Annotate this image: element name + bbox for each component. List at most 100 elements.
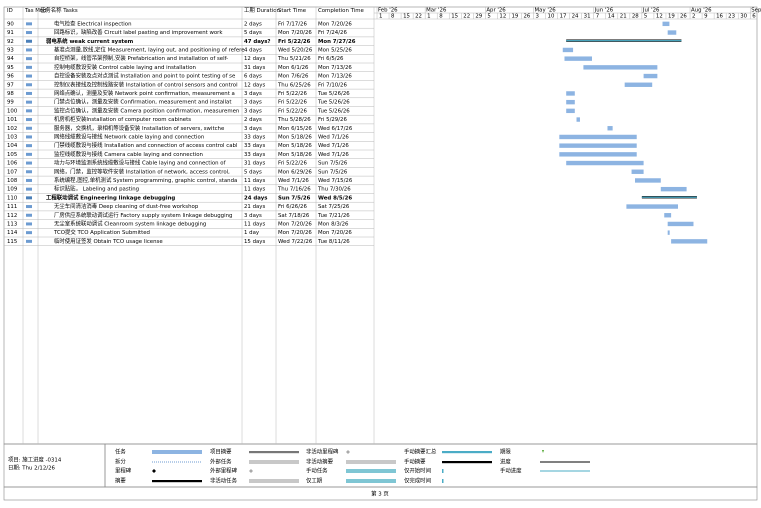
legend-sample (542, 450, 544, 453)
task-name: 厂房供应系统联动调试运行 Factory supply system linka… (54, 211, 232, 219)
mode-icon (26, 22, 32, 26)
task-duration: 3 days (244, 108, 262, 114)
task-name: 基准点测量,放线,定位 Measurement, laying out, and… (54, 45, 245, 53)
task-start: Mon 6/29/26 (278, 169, 312, 175)
task-finish: Fri 7/24/26 (318, 30, 347, 36)
row-id: 109 (7, 187, 18, 193)
task-finish: Sun 7/5/26 (318, 161, 348, 167)
task-start: Wed 5/20/26 (278, 47, 313, 53)
summary-bar-inner (641, 196, 697, 198)
task-duration: 5 days (244, 169, 262, 175)
row-id: 104 (7, 143, 18, 149)
mode-icon (26, 135, 32, 139)
week-label: 28 (632, 14, 639, 20)
legend-sample (442, 451, 492, 454)
legend-label: 非活动摘要 (306, 458, 334, 466)
task-finish: Sat 7/25/26 (318, 204, 350, 210)
week-label: 16 (716, 14, 723, 20)
col-mode: Tas Mod (24, 8, 47, 14)
task-finish: Mon 7/20/26 (318, 21, 352, 27)
task-bar (566, 91, 575, 96)
month-label: Sep '26 (751, 8, 761, 14)
task-duration: 3 days (244, 91, 262, 97)
task-duration: 33 days (244, 134, 265, 140)
task-name: 弱电系统 weak current system (46, 37, 134, 45)
week-label: 19 (511, 14, 518, 20)
task-start: Thu 6/25/26 (277, 82, 311, 88)
mode-icon (26, 231, 32, 235)
week-label: 1 (379, 14, 382, 20)
week-label: 31 (584, 14, 591, 20)
task-finish: Sun 7/5/26 (318, 169, 348, 175)
legend-sample (249, 460, 299, 464)
task-name: 网络线缆敷设与接线 Network cable laying and conne… (54, 132, 204, 140)
task-bar (566, 99, 575, 105)
week-label: 21 (620, 14, 627, 20)
task-finish: Fri 7/10/26 (318, 82, 347, 88)
row-id: 112 (7, 213, 17, 219)
mode-icon (26, 213, 32, 217)
mode-icon (26, 91, 32, 95)
mode-icon (26, 152, 32, 156)
legend-label: 进度 (500, 458, 511, 466)
task-finish: Tue 5/26/26 (317, 91, 350, 97)
task-duration: 12 days (244, 82, 265, 88)
week-label: 15 (451, 14, 458, 20)
footer-date: 日期: Thu 2/12/26 (8, 465, 56, 472)
mode-icon (26, 74, 32, 78)
summary-bar-inner (566, 40, 682, 42)
page-frame (3, 486, 758, 501)
task-duration: 12 days (244, 56, 265, 62)
task-name: 临时使用证签发 Obtain TCO usage license (54, 237, 163, 245)
mode-icon (26, 161, 32, 165)
week-label: 12 (656, 14, 663, 20)
task-finish: Tue 7/21/26 (317, 213, 350, 219)
task-start: Fri 5/22/26 (278, 91, 307, 97)
task-start: Mon 6/1/26 (278, 65, 309, 71)
task-bar (664, 213, 672, 218)
legend-sample (346, 469, 396, 473)
row-id: 102 (7, 126, 17, 132)
task-name: 网络点确认，测量及安装 Network point confirmation, … (54, 89, 235, 97)
row-id: 115 (7, 239, 17, 245)
task-bar (631, 169, 644, 174)
task-bar (635, 178, 661, 183)
task-start: Fri 6/26/26 (278, 204, 307, 210)
row-id: 95 (7, 65, 14, 71)
mode-icon (26, 187, 32, 191)
task-finish: Mon 8/3/26 (318, 221, 349, 227)
row-id: 114 (7, 230, 18, 236)
month-label: Feb '26 (378, 8, 398, 14)
month-label: Apr '26 (486, 8, 506, 14)
row-id: 107 (7, 169, 17, 175)
task-finish: Tue 5/26/26 (317, 108, 350, 114)
task-bar (566, 160, 644, 166)
task-finish: Wed 7/1/26 (318, 143, 349, 149)
row-id: 90 (7, 21, 14, 27)
row-id: 97 (7, 82, 14, 88)
mode-icon (26, 126, 32, 130)
legend-label: 外部任务 (210, 458, 232, 466)
legend-label: 手动进度 (500, 467, 522, 475)
task-bar (607, 126, 613, 131)
task-duration: 33 days (244, 152, 265, 158)
task-duration: 6 days (244, 74, 262, 80)
legend-label: 非活动任务 (210, 477, 238, 485)
task-name: 标识贴贴， Labeling and pasting (54, 185, 139, 193)
task-finish: Tue 8/11/26 (317, 239, 350, 245)
task-name: 动力与环境监测系统线缆敷设与接线 Cable laying and connec… (54, 159, 226, 167)
row-id: 92 (7, 39, 14, 45)
week-label: 8 (439, 14, 443, 20)
task-finish: Thu 7/30/26 (317, 187, 351, 193)
task-finish: Wed 7/1/26 (318, 134, 349, 140)
row-id: 96 (7, 74, 14, 80)
task-duration: 15 days (244, 239, 265, 245)
task-name: 无尘室系统联动调试 Cleanroom system linkage debug… (54, 219, 206, 227)
row-id: 91 (7, 30, 14, 36)
task-duration: 3 days (244, 126, 262, 132)
col-finish: Completion Time (318, 8, 364, 14)
legend-label: 里程碑 (115, 467, 132, 475)
task-duration: 33 days (244, 143, 265, 149)
row-id: 99 (7, 100, 14, 106)
mode-icon (26, 205, 32, 209)
